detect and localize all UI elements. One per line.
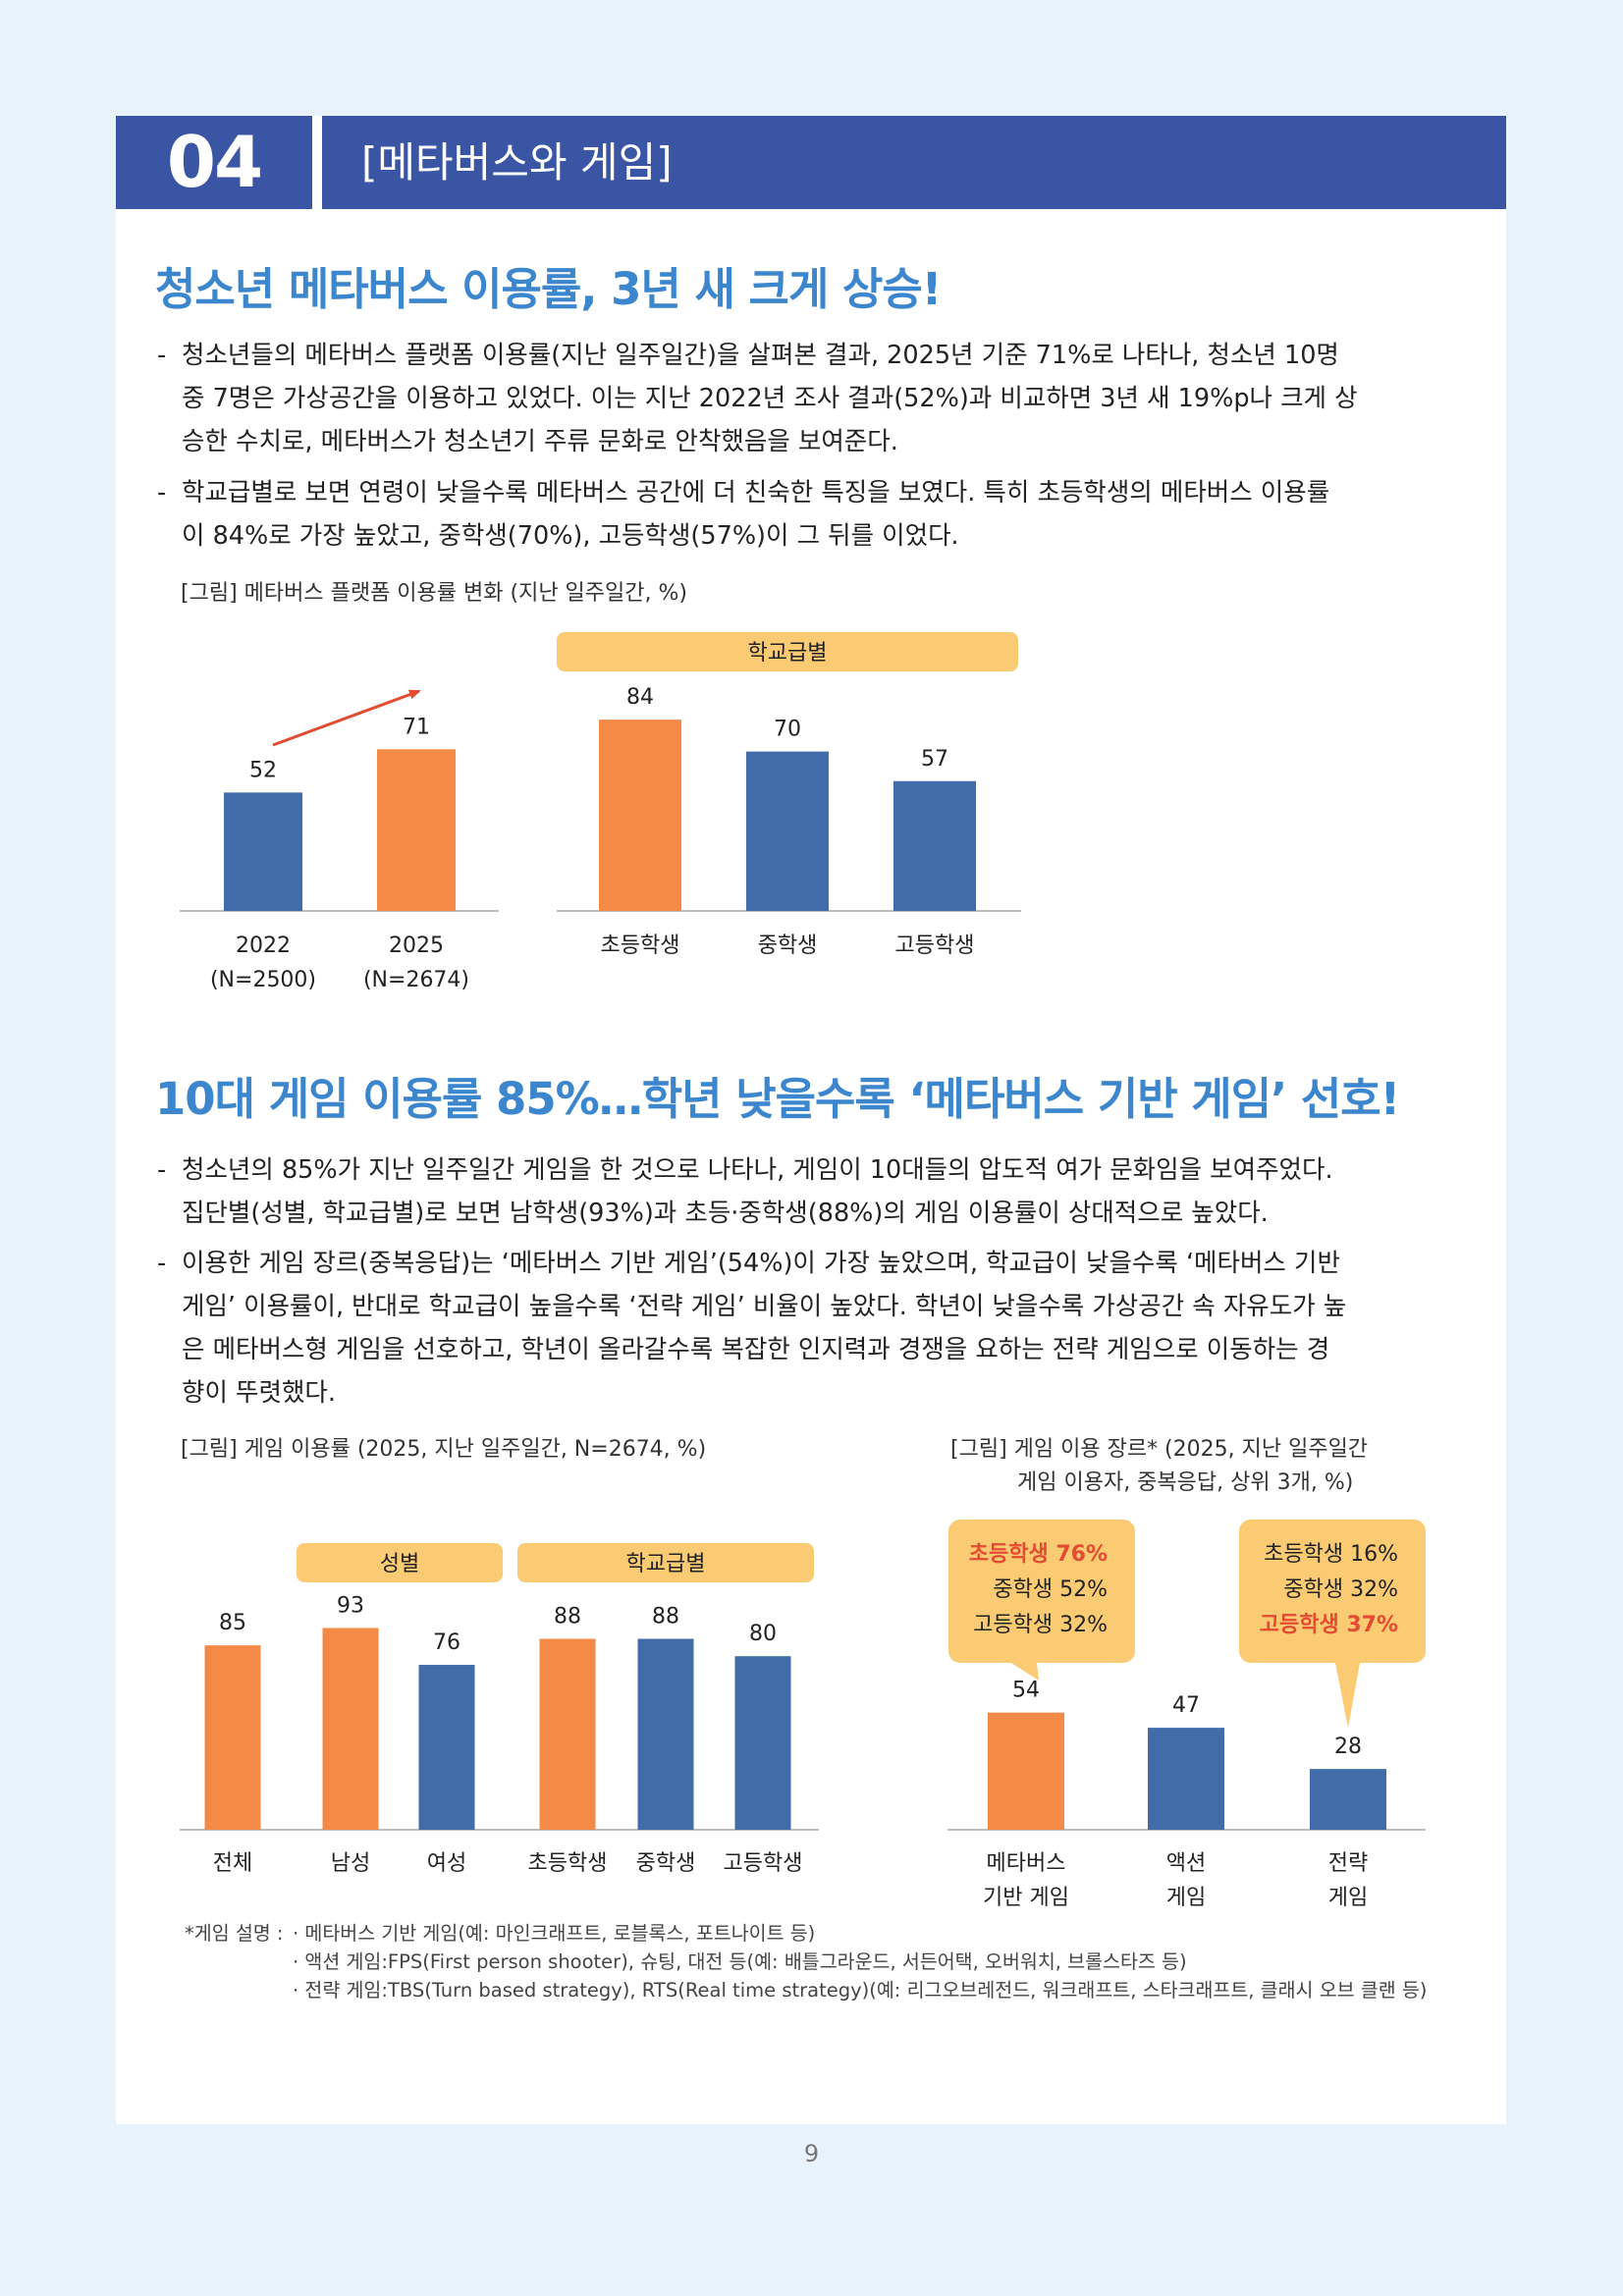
chart-bar: [418, 1665, 475, 1830]
group-banner: [517, 1543, 814, 1582]
section-title: [메타버스와 게임]: [361, 138, 673, 187]
chart-value-label: 52: [249, 758, 277, 782]
chart-category-label: 2025: [389, 934, 444, 958]
chart-value-label: 84: [626, 685, 654, 710]
chart-value-label: 80: [749, 1622, 777, 1646]
chart-category-label: 메타버스: [987, 1851, 1066, 1876]
chart-bar: [599, 720, 681, 911]
bullet-line: 승한 수치로, 메타버스가 청소년기 주류 문화로 안착했음을 보여준다.: [182, 427, 898, 456]
chart-value-label: 93: [337, 1593, 364, 1618]
chart-bar: [539, 1638, 596, 1830]
bullet-line: 게임’ 이용률이, 반대로 학교급이 높을수록 ‘전략 게임’ 비율이 높았다.…: [182, 1292, 1347, 1321]
section2-bullet-1: - 청소년의 85%가 지난 일주일간 게임을 한 것으로 나타나, 게임이 1…: [157, 1148, 1512, 1235]
bullet-marker: -: [157, 341, 167, 370]
section2-bullet-2: - 이용한 게임 장르(중복응답)는 ‘메타버스 기반 게임’(54%)이 가장…: [157, 1242, 1512, 1415]
group-banner-label: 학교급별: [626, 1552, 706, 1576]
chart-value-label: 28: [1334, 1735, 1362, 1759]
trend-arrow: [272, 689, 421, 747]
figure3-caption-line2: 게임 이용자, 중복응답, 상위 3개, %): [1017, 1470, 1354, 1495]
chart-bar: [377, 749, 456, 911]
callout-text: 중학생 52%: [993, 1577, 1108, 1602]
chart-bar: [204, 1645, 261, 1830]
callout-bubble: [948, 1520, 1135, 1663]
chart-category-label: 게임: [1328, 1886, 1368, 1910]
figure3-caption-line1: [그림] 게임 이용 장르* (2025, 지난 일주일간: [950, 1437, 1369, 1462]
callout-text: 초등학생 16%: [1264, 1542, 1398, 1567]
bullet-line: 은 메타버스형 게임을 선호하고, 학년이 올라갈수록 복잡한 인지력과 경쟁을…: [182, 1335, 1330, 1364]
chart-category-label: 초등학생: [528, 1851, 608, 1876]
section1-bullet-1: - 청소년들의 메타버스 플랫폼 이용률(지난 일주일간)을 살펴본 결과, 2…: [157, 334, 1512, 463]
callout-bubble: [1239, 1520, 1426, 1663]
chart-bar: [1310, 1769, 1386, 1830]
chart-category-label: 액션: [1166, 1851, 1206, 1876]
bullet-line: 학교급별로 보면 연령이 낮을수록 메타버스 공간에 더 친숙한 특징을 보였다…: [182, 478, 1330, 507]
bullet-line: 이용한 게임 장르(중복응답)는 ‘메타버스 기반 게임’(54%)이 가장 높…: [182, 1249, 1340, 1278]
section-number: 04: [166, 121, 263, 203]
chart-category-label: 게임: [1166, 1886, 1206, 1910]
callout-tail: [1335, 1663, 1360, 1728]
chart-bar: [893, 780, 976, 911]
group-banner: [297, 1543, 503, 1582]
chart-category-label: 2022: [236, 934, 291, 958]
chart-bar: [224, 792, 302, 911]
chart-bar: [322, 1628, 379, 1830]
callout-text: 고등학생 32%: [973, 1613, 1108, 1637]
chart-value-label: 47: [1172, 1693, 1200, 1718]
footnote-item: · 액션 게임:FPS(First person shooter), 슈팅, 대…: [293, 1950, 1187, 1973]
chart-category-label: 중학생: [636, 1851, 696, 1876]
chart-category-label: 초등학생: [601, 934, 680, 958]
group-banner: [557, 632, 1018, 671]
chart-category-label: 남성: [331, 1851, 370, 1876]
chart-bar: [746, 751, 829, 911]
chart-value-label: 57: [921, 747, 948, 772]
footnote-label: *게임 설명 :: [185, 1922, 284, 1945]
group-banner-label: 학교급별: [748, 641, 828, 666]
callout-text: 초등학생 76%: [969, 1542, 1108, 1567]
bullet-line: 이 84%로 가장 높았고, 중학생(70%), 고등학생(57%)이 그 뒤를…: [182, 521, 959, 551]
section1-heading: 청소년 메타버스 이용률, 3년 새 크게 상승!: [155, 263, 942, 315]
bullet-line: 향이 뚜렷했다.: [182, 1378, 336, 1408]
chart-bar: [988, 1712, 1064, 1830]
bullet-line: 집단별(성별, 학교급별)로 보면 남학생(93%)과 초등·중학생(88%)의…: [182, 1199, 1269, 1228]
chart-category-label: 기반 게임: [983, 1886, 1069, 1910]
page-number: 9: [803, 2140, 820, 2167]
callout-text: 고등학생 37%: [1260, 1613, 1398, 1637]
bullet-marker: -: [157, 478, 167, 507]
bullet-line: 청소년의 85%가 지난 일주일간 게임을 한 것으로 나타나, 게임이 10대…: [182, 1155, 1333, 1185]
bullet-line: 청소년들의 메타버스 플랫폼 이용률(지난 일주일간)을 살펴본 결과, 202…: [182, 341, 1339, 370]
chart-bar: [637, 1638, 694, 1830]
group-banner-label: 성별: [380, 1552, 419, 1576]
section-header-bar: 04 [메타버스와 게임]: [116, 116, 1506, 209]
chart-category-label: (N=2500): [210, 968, 316, 992]
chart-category-label: 고등학생: [895, 934, 975, 958]
chart-category-label: 고등학생: [724, 1851, 803, 1876]
section1-bullet-2: - 학교급별로 보면 연령이 낮을수록 메타버스 공간에 더 친숙한 특징을 보…: [157, 471, 1512, 558]
chart-value-label: 71: [403, 715, 430, 739]
footnote-item: · 메타버스 기반 게임(예: 마인크래프트, 로블록스, 포트나이트 등): [293, 1922, 816, 1945]
chart-category-label: (N=2674): [363, 968, 469, 992]
section2-heading: 10대 게임 이용률 85%…학년 낮을수록 ‘메타버스 기반 게임’ 선호!: [155, 1073, 1400, 1125]
chart-category-label: 전략: [1328, 1851, 1368, 1876]
chart-value-label: 88: [652, 1605, 679, 1629]
chart-value-label: 54: [1012, 1679, 1040, 1703]
bullet-marker: -: [157, 1155, 167, 1185]
header-divider: [312, 116, 322, 209]
callout-text: 중학생 32%: [1283, 1577, 1398, 1602]
figure1-caption: [그림] 메타버스 플랫폼 이용률 변화 (지난 일주일간, %): [181, 581, 687, 606]
bullet-marker: -: [157, 1249, 167, 1278]
chart-category-label: 전체: [213, 1851, 252, 1876]
chart-value-label: 85: [219, 1611, 246, 1635]
chart-value-label: 70: [774, 718, 801, 742]
footnote-item: · 전략 게임:TBS(Turn based strategy), RTS(Re…: [293, 1979, 1428, 2002]
bullet-line: 중 7명은 가상공간을 이용하고 있었다. 이는 지난 2022년 조사 결과(…: [182, 384, 1358, 413]
chart-category-label: 여성: [427, 1851, 466, 1876]
chart-bar: [734, 1656, 791, 1830]
chart-bar: [1148, 1728, 1224, 1830]
chart-category-label: 중학생: [758, 934, 818, 958]
chart-value-label: 88: [554, 1605, 581, 1629]
chart-value-label: 76: [433, 1630, 460, 1655]
figure2-caption: [그림] 게임 이용률 (2025, 지난 일주일간, N=2674, %): [181, 1437, 707, 1462]
callout-tail: [1011, 1663, 1039, 1681]
